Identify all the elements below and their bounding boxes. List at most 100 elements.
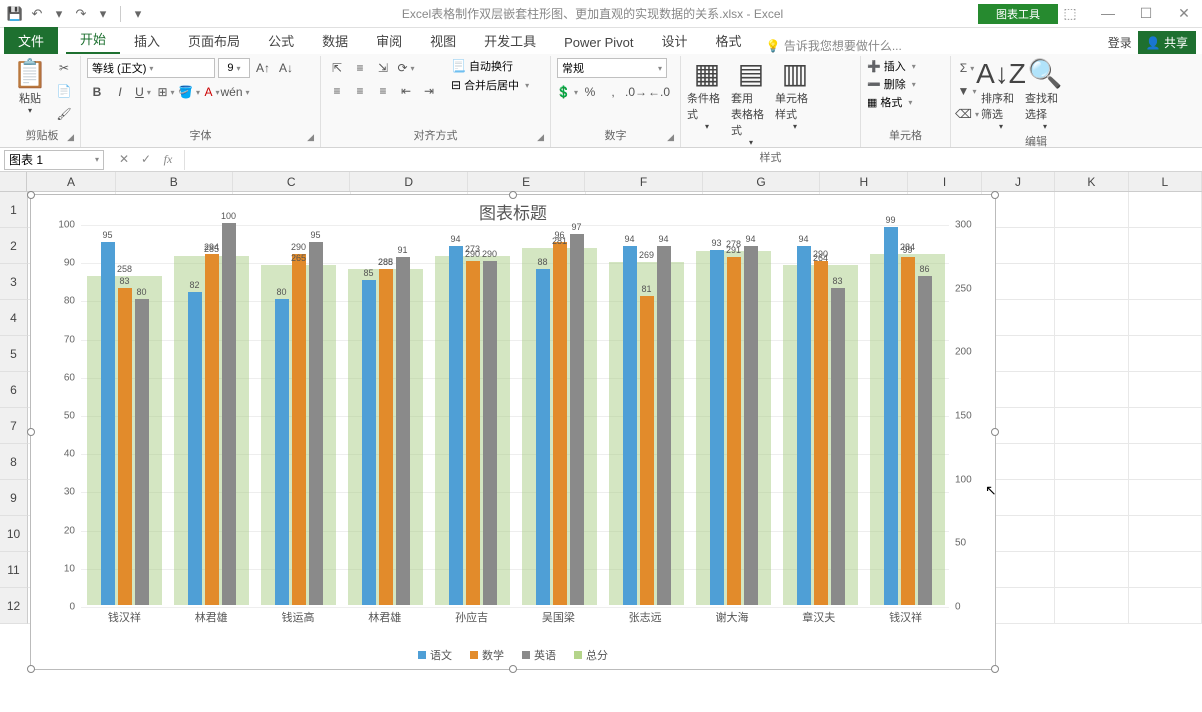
shrink-font-button[interactable]: A↓ bbox=[276, 58, 296, 78]
phonetic-button[interactable]: wén▾ bbox=[225, 82, 245, 102]
cut-button[interactable]: ✂ bbox=[54, 58, 74, 78]
minimize-button[interactable]: — bbox=[1096, 5, 1120, 22]
font-name-combo[interactable]: 等线 (正文)▾ bbox=[87, 58, 215, 78]
worksheet-grid[interactable]: ABCDEFGHIJKL 123456789101112 图表标题 010203… bbox=[0, 172, 1202, 712]
orientation-button[interactable]: ⟳▾ bbox=[396, 58, 416, 78]
col-header-B[interactable]: B bbox=[116, 172, 233, 191]
formulas-tab[interactable]: 公式 bbox=[254, 27, 308, 54]
y-axis-right[interactable]: 050100150200250300 bbox=[951, 225, 995, 605]
maximize-button[interactable]: ☐ bbox=[1134, 5, 1158, 22]
col-header-E[interactable]: E bbox=[468, 172, 585, 191]
data-tab[interactable]: 数据 bbox=[308, 27, 362, 54]
autosum-button[interactable]: Σ▾ bbox=[957, 58, 977, 78]
name-box[interactable]: 图表 1▾ bbox=[4, 150, 104, 170]
row-header-7[interactable]: 7 bbox=[0, 408, 28, 444]
col-header-D[interactable]: D bbox=[350, 172, 467, 191]
fill-button[interactable]: ▼▾ bbox=[957, 81, 977, 101]
number-dialog-launcher[interactable]: ◢ bbox=[667, 132, 674, 143]
paste-button[interactable]: 📋粘贴▾ bbox=[10, 58, 50, 115]
font-color-button[interactable]: A▾ bbox=[202, 82, 222, 102]
cell-styles-button[interactable]: ▥单元格样式▾ bbox=[775, 58, 815, 131]
resize-handle-tr[interactable] bbox=[991, 191, 999, 199]
tell-me-box[interactable]: 💡 告诉我您想要做什么... bbox=[766, 37, 1108, 54]
format-painter-button[interactable]: 🖌 bbox=[54, 104, 74, 124]
powerpivot-tab[interactable]: Power Pivot bbox=[550, 31, 647, 54]
file-tab[interactable]: 文件 bbox=[4, 27, 58, 54]
number-format-combo[interactable]: 常规▾ bbox=[557, 58, 667, 78]
row-header-8[interactable]: 8 bbox=[0, 444, 28, 480]
insert-cells-button[interactable]: ➕ 插入 ▾ bbox=[867, 58, 916, 74]
align-right-button[interactable]: ≡ bbox=[373, 81, 393, 101]
fx-button[interactable]: fx bbox=[158, 152, 178, 167]
col-header-K[interactable]: K bbox=[1055, 172, 1128, 191]
delete-cells-button[interactable]: ➖ 删除 ▾ bbox=[867, 76, 916, 92]
resize-handle-bl[interactable] bbox=[27, 665, 35, 673]
col-header-L[interactable]: L bbox=[1129, 172, 1202, 191]
copy-button[interactable]: 📄 bbox=[54, 81, 74, 101]
enter-formula-button[interactable]: ✓ bbox=[136, 152, 156, 167]
home-tab[interactable]: 开始 bbox=[66, 25, 120, 54]
x-axis[interactable]: 钱汉祥林君雄钱运高林君雄孙应吉吴国梁张志远谢大海章汉夫钱汉祥 bbox=[81, 609, 949, 629]
col-header-G[interactable]: G bbox=[703, 172, 820, 191]
comma-button[interactable]: , bbox=[603, 82, 623, 102]
developer-tab[interactable]: 开发工具 bbox=[470, 27, 550, 54]
share-button[interactable]: 👤 共享 bbox=[1138, 31, 1196, 54]
alignment-dialog-launcher[interactable]: ◢ bbox=[537, 132, 544, 143]
accounting-button[interactable]: 💲▾ bbox=[557, 82, 577, 102]
row-header-6[interactable]: 6 bbox=[0, 372, 28, 408]
insert-tab[interactable]: 插入 bbox=[120, 27, 174, 54]
align-top-button[interactable]: ⇱ bbox=[327, 58, 347, 78]
merge-center-button[interactable]: ⊟合并后居中▾ bbox=[451, 77, 529, 93]
resize-handle-br[interactable] bbox=[991, 665, 999, 673]
chart-plot-area[interactable]: 9583802588229410028580290952658528891285… bbox=[81, 225, 949, 605]
fill-color-button[interactable]: 🪣▾ bbox=[179, 82, 199, 102]
resize-handle-tl[interactable] bbox=[27, 191, 35, 199]
sort-filter-button[interactable]: A↓Z排序和筛选▾ bbox=[981, 58, 1021, 131]
align-bottom-button[interactable]: ⇲ bbox=[373, 58, 393, 78]
col-header-A[interactable]: A bbox=[27, 172, 115, 191]
align-middle-button[interactable]: ≡ bbox=[350, 58, 370, 78]
row-header-2[interactable]: 2 bbox=[0, 228, 28, 264]
qat-customize[interactable]: ▾ bbox=[129, 5, 147, 23]
decrease-decimal-button[interactable]: ←.0 bbox=[649, 82, 669, 102]
chart-legend[interactable]: 语文数学英语总分 bbox=[31, 647, 995, 663]
col-header-C[interactable]: C bbox=[233, 172, 350, 191]
wrap-text-button[interactable]: 📃自动换行 bbox=[451, 58, 529, 74]
resize-handle-tm[interactable] bbox=[509, 191, 517, 199]
redo-button[interactable]: ↷ bbox=[72, 5, 90, 23]
chart-design-tab[interactable]: 设计 bbox=[648, 27, 702, 54]
ribbon-options-button[interactable]: ⬚ bbox=[1058, 5, 1082, 22]
underline-button[interactable]: U▾ bbox=[133, 82, 153, 102]
conditional-format-button[interactable]: ▦条件格式▾ bbox=[687, 58, 727, 131]
font-size-combo[interactable]: 9▾ bbox=[218, 58, 250, 78]
row-header-1[interactable]: 1 bbox=[0, 192, 28, 228]
row-header-12[interactable]: 12 bbox=[0, 588, 28, 624]
format-cells-button[interactable]: ▦ 格式 ▾ bbox=[867, 94, 916, 110]
row-header-11[interactable]: 11 bbox=[0, 552, 28, 588]
percent-button[interactable]: % bbox=[580, 82, 600, 102]
review-tab[interactable]: 审阅 bbox=[362, 27, 416, 54]
bold-button[interactable]: B bbox=[87, 82, 107, 102]
undo-button[interactable]: ↶ bbox=[28, 5, 46, 23]
border-button[interactable]: ⊞▾ bbox=[156, 82, 176, 102]
col-header-J[interactable]: J bbox=[982, 172, 1055, 191]
cancel-formula-button[interactable]: ✕ bbox=[114, 152, 134, 167]
row-header-5[interactable]: 5 bbox=[0, 336, 28, 372]
grow-font-button[interactable]: A↑ bbox=[253, 58, 273, 78]
redo-dropdown[interactable]: ▾ bbox=[94, 5, 112, 23]
y-axis-left[interactable]: 0102030405060708090100 bbox=[31, 225, 79, 605]
row-header-4[interactable]: 4 bbox=[0, 300, 28, 336]
embedded-chart[interactable]: 图表标题 0102030405060708090100 050100150200… bbox=[30, 194, 996, 670]
indent-decrease-button[interactable]: ⇤ bbox=[396, 81, 416, 101]
login-link[interactable]: 登录 bbox=[1108, 34, 1132, 51]
resize-handle-bm[interactable] bbox=[509, 665, 517, 673]
col-header-H[interactable]: H bbox=[820, 172, 908, 191]
col-header-I[interactable]: I bbox=[908, 172, 981, 191]
clipboard-dialog-launcher[interactable]: ◢ bbox=[67, 132, 74, 143]
italic-button[interactable]: I bbox=[110, 82, 130, 102]
chart-format-tab[interactable]: 格式 bbox=[702, 27, 756, 54]
chart-title[interactable]: 图表标题 bbox=[31, 195, 995, 226]
font-dialog-launcher[interactable]: ◢ bbox=[307, 132, 314, 143]
select-all-corner[interactable] bbox=[0, 172, 27, 191]
close-button[interactable]: ✕ bbox=[1172, 5, 1196, 22]
